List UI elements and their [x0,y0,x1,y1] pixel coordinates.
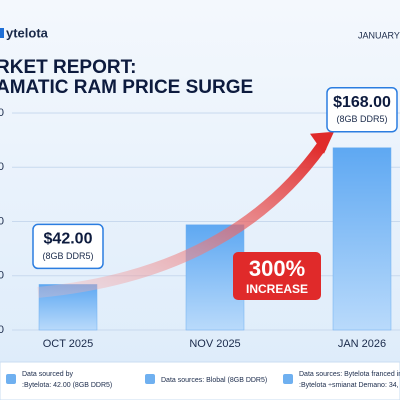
footer-text: :Bytelota ÷smianat Demano: 34, 3... [299,382,400,389]
value-label: $168.00 [333,94,391,111]
logo-icon [0,28,4,38]
footer-icon [145,374,155,384]
y-tick-label: 200 [0,107,4,119]
annotation-big: 300% [249,256,305,281]
x-tick-label: NOV 2025 [189,338,240,350]
value-label: $42.00 [44,231,93,248]
y-tick-label: 50 [0,270,4,282]
brand: ytelota [6,25,49,40]
value-note: (8GB DDR5) [336,114,387,124]
footer-text: Data sourced by [22,371,73,378]
footer-text: Data sources: Bytelota franced in [299,371,400,378]
value-note: (8GB DDR5) [42,251,93,261]
footer-icon [6,374,16,384]
trend-arrow [37,142,327,298]
footer-icon [283,374,293,384]
arrow-head [310,131,334,154]
annotation-box [233,252,321,300]
chart-subtitle: AMATIC RAM PRICE SURGE [0,77,253,98]
y-tick-label: 0 [0,324,4,336]
y-tick-label: 150 [0,161,4,173]
x-tick-label: OCT 2025 [43,338,94,350]
footer: Data sourced by :Bytelota: 42.00 (8GB DDR… [6,371,400,389]
callout-box [326,86,398,133]
callout-box [32,223,104,270]
footer-text: Data sources: Blobal (8GB DDR5) [161,377,267,384]
plot: 0 50 100 150 200 OCT 2025 NOV 2025 JAN 2026 $42.… [0,86,400,350]
annotation-small: INCREASE [246,282,308,296]
date: JANUARY [358,30,400,40]
bar [332,147,392,331]
x-tick-label: JAN 2026 [338,338,386,350]
footer-text: :Bytelota: 42.00 (8GB DDR5) [22,382,112,389]
y-tick-label: 100 [0,215,4,227]
chart-title: RKET REPORT: [0,57,136,78]
